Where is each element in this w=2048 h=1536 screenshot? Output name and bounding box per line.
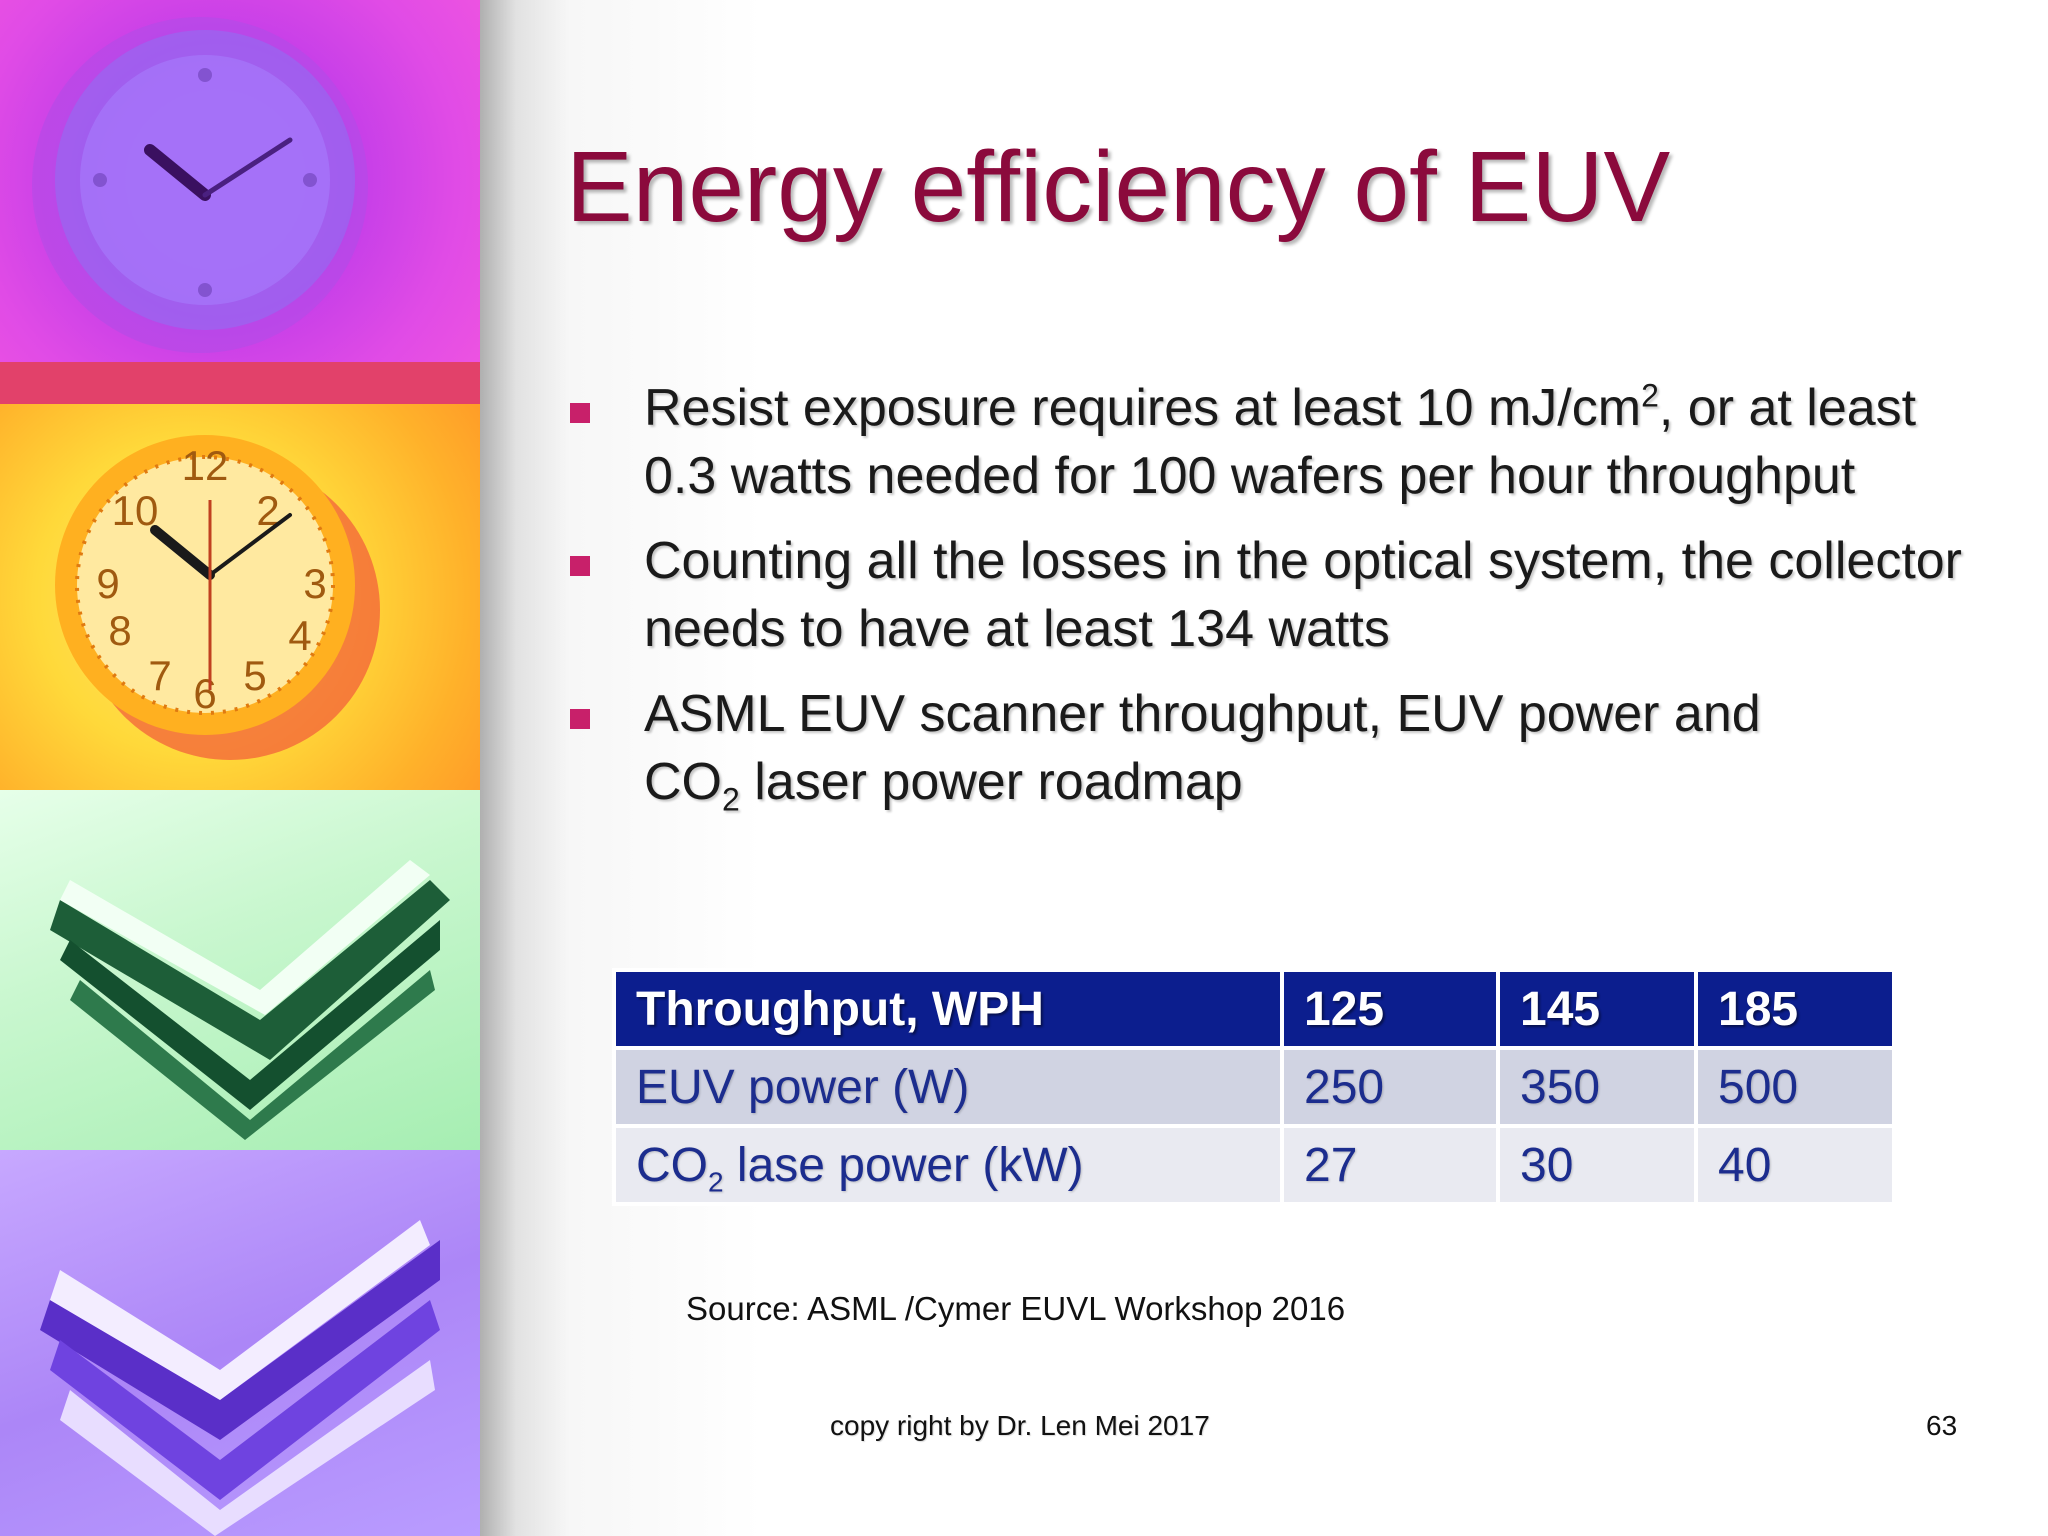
subscript: 2	[722, 781, 740, 818]
svg-text:2: 2	[256, 487, 279, 534]
table-header-cell: 145	[1496, 968, 1698, 1050]
svg-text:5: 5	[243, 652, 266, 699]
bullet-item: ASML EUV scanner throughput, EUV power a…	[566, 680, 1986, 816]
svg-text:3: 3	[303, 560, 326, 607]
svg-text:12: 12	[182, 442, 229, 489]
bullet-list: Resist exposure requires at least 10 mJ/…	[566, 374, 1986, 833]
table-cell: 250	[1280, 1046, 1500, 1128]
svg-text:8: 8	[108, 607, 131, 654]
pink-divider	[0, 362, 480, 406]
table-cell: CO2 lase power (kW)	[612, 1124, 1284, 1206]
violet-papers-icon	[40, 1220, 440, 1536]
table-row: EUV power (W) 250 350 500	[612, 1046, 1896, 1128]
table-cell: 27	[1280, 1124, 1500, 1206]
strip-shadow	[480, 0, 570, 1536]
bullet-text: Counting all the losses in the optical s…	[644, 532, 1963, 658]
table-header-row: Throughput, WPH 125 145 185	[612, 968, 1896, 1050]
decorative-strip: 12 3 6 9 2 10 4 8 5 7	[0, 0, 480, 1536]
bullet-item: Counting all the losses in the optical s…	[566, 527, 1986, 663]
bullet-item: Resist exposure requires at least 10 mJ/…	[566, 374, 1986, 510]
svg-text:4: 4	[288, 612, 311, 659]
copyright-footer: copy right by Dr. Len Mei 2017	[830, 1410, 1210, 1441]
bullet-text-part: Resist exposure requires at least 10 mJ/…	[644, 379, 1642, 437]
table-cell: 40	[1694, 1124, 1896, 1206]
cell-text-part: lase power (kW)	[723, 1138, 1084, 1192]
svg-text:9: 9	[96, 560, 119, 607]
bullet-text-part: laser power roadmap	[739, 753, 1243, 811]
page-number: 63	[1926, 1410, 1958, 1441]
svg-text:7: 7	[148, 652, 171, 699]
bullet-text-part: ASML EUV scanner throughput, EUV power a…	[644, 685, 1761, 743]
table-cell: 30	[1496, 1124, 1698, 1206]
subscript: 2	[708, 1166, 724, 1198]
square-bullet-icon	[570, 556, 590, 576]
table-header-cell: 185	[1694, 968, 1896, 1050]
orange-clock-icon: 12 3 6 9 2 10 4 8 5 7	[55, 435, 380, 760]
table-header-cell: Throughput, WPH	[612, 968, 1284, 1050]
source-citation: Source: ASML /Cymer EUVL Workshop 2016	[686, 1290, 1346, 1327]
roadmap-table: Throughput, WPH 125 145 185 EUV power (W…	[612, 968, 1896, 1206]
svg-text:10: 10	[112, 487, 159, 534]
square-bullet-icon	[570, 403, 590, 423]
green-papers-icon	[50, 860, 450, 1140]
cell-text-part: CO	[636, 1138, 708, 1192]
square-bullet-icon	[570, 709, 590, 729]
table-header-cell: 125	[1280, 968, 1500, 1050]
table-row: CO2 lase power (kW) 27 30 40	[612, 1124, 1896, 1206]
table-cell: 500	[1694, 1046, 1896, 1128]
purple-clock-icon	[32, 17, 368, 353]
slide-background	[480, 0, 2048, 1536]
svg-text:6: 6	[193, 670, 216, 717]
slide-title: Energy efficiency of EUV	[566, 131, 1671, 243]
bullet-text-part: , or at least 0.3 watts needed for 100 w…	[644, 379, 1917, 505]
bullet-text-part: CO	[644, 753, 722, 811]
table-cell: EUV power (W)	[612, 1046, 1284, 1128]
superscript: 2	[1641, 377, 1659, 414]
table-cell: 350	[1496, 1046, 1698, 1128]
